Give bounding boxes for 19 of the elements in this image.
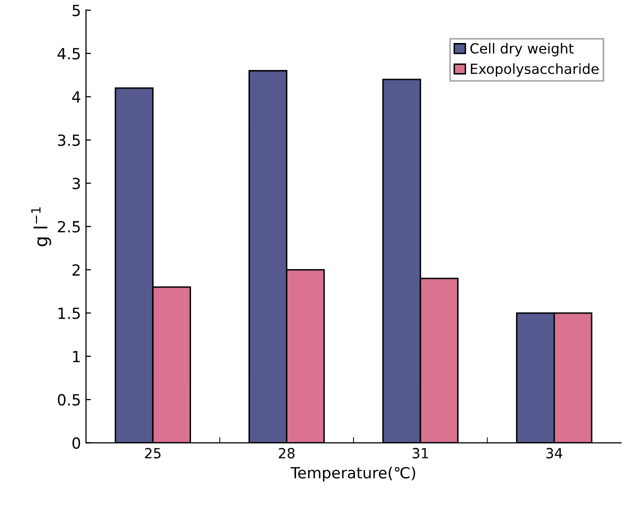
legend-label: Exopolysaccharide [470,63,599,77]
y-tick-label: 3.5 [58,134,80,146]
x-tick-label: 25 [145,448,161,458]
y-tick-label: 0.5 [58,394,80,406]
y-tick-label: 3 [72,178,80,190]
x-tick-label: 34 [546,448,562,458]
x-tick-label: 28 [278,448,295,458]
legend-label: Cell dry weight [470,42,574,56]
y-tick-label: 1.5 [58,308,80,320]
y-tick-label: 5 [72,4,80,16]
y-tick-label: 4 [72,91,80,103]
y-tick-label: 2 [72,264,80,276]
y-tick-label: 0 [72,437,80,449]
x-tick-label: 31 [412,448,428,458]
y-tick-label: 2.5 [58,220,80,233]
y-tick-label: 1 [73,350,80,362]
y-axis-title: g l$^{−1}$ [31,207,52,246]
x-axis-title: Temperature(℃) [290,466,416,482]
y-tick-label: 4.5 [58,48,80,60]
